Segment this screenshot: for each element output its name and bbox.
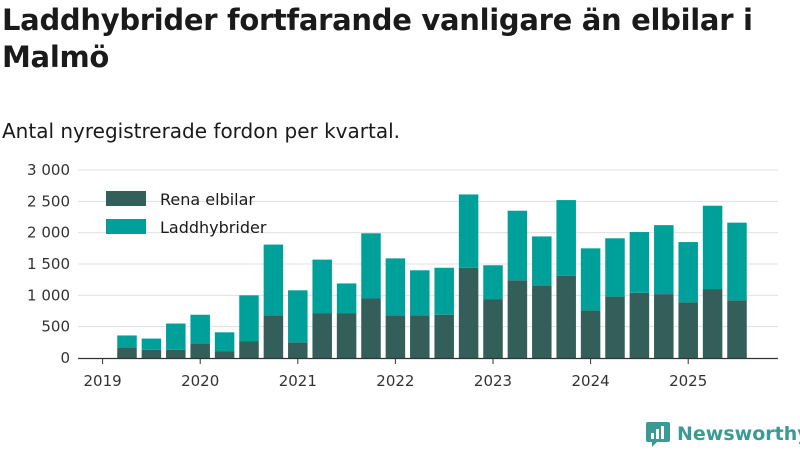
x-tick-label: 2024 [572, 372, 610, 390]
bar-rena-elbilar [605, 296, 625, 358]
legend-label-rena-elbilar: Rena elbilar [160, 190, 255, 209]
bar-rena-elbilar [117, 347, 137, 358]
bar-laddhybrider [678, 242, 698, 303]
bar-laddhybrider [288, 290, 308, 343]
bar-chart-logo-icon [646, 422, 670, 447]
y-tick-label: 1 500 [27, 255, 70, 273]
x-axis-ticks: 2019 2020 2021 2022 2023 2024 2025 [84, 358, 707, 390]
bar-laddhybrider [580, 248, 601, 311]
bar-laddhybrider [312, 259, 332, 314]
bar-laddhybrider [141, 338, 162, 350]
bar-rena-elbilar [678, 302, 698, 358]
bar-rena-elbilar [385, 315, 406, 358]
y-tick-label: 3 000 [27, 161, 70, 179]
bar-laddhybrider [117, 335, 137, 348]
bar-laddhybrider [410, 270, 430, 316]
y-axis-tick-labels: 0 500 1 000 1 500 2 000 2 500 3 000 [27, 161, 70, 367]
bar-laddhybrider [361, 233, 381, 299]
bar-rena-elbilar [239, 341, 259, 358]
x-tick-label: 2020 [181, 372, 219, 390]
bar-laddhybrider [507, 210, 528, 281]
bar-rena-elbilar [727, 300, 747, 358]
bar-laddhybrider [702, 205, 723, 290]
bar-rena-elbilar [556, 275, 576, 358]
bar-laddhybrider [190, 314, 210, 344]
y-tick-label: 0 [60, 349, 70, 367]
bar-rena-elbilar [532, 285, 552, 358]
newsworthy-logo: Newsworthy [645, 420, 800, 448]
bar-rena-elbilar [361, 298, 381, 358]
legend-label-laddhybrider: Laddhybrider [160, 218, 267, 237]
x-tick-label: 2025 [669, 372, 707, 390]
bar-laddhybrider [629, 232, 650, 293]
bar-rena-elbilar [434, 314, 454, 358]
chart-subtitle: Antal nyregistrerade fordon per kvartal. [2, 119, 401, 143]
bar-rena-elbilar [410, 315, 430, 358]
legend-swatch-rena-elbilar [106, 191, 146, 206]
legend-swatch-laddhybrider [106, 219, 146, 234]
bar-laddhybrider [605, 238, 625, 297]
y-tick-label: 500 [41, 318, 70, 336]
bar-rena-elbilar [166, 349, 186, 358]
bar-laddhybrider [214, 332, 235, 352]
bar-rena-elbilar [507, 280, 528, 358]
x-tick-label: 2021 [279, 372, 317, 390]
y-tick-label: 2 500 [27, 192, 70, 210]
bar-laddhybrider [532, 236, 552, 286]
bar-rena-elbilar [288, 342, 308, 358]
x-tick-label: 2022 [376, 372, 414, 390]
bar-rena-elbilar [190, 343, 210, 358]
bar-laddhybrider [556, 200, 576, 276]
bar-laddhybrider [434, 267, 454, 315]
bar-laddhybrider [263, 244, 284, 316]
bar-laddhybrider [458, 194, 479, 268]
bars [117, 194, 747, 358]
bar-laddhybrider [166, 323, 186, 350]
bar-rena-elbilar [702, 289, 723, 358]
bar-laddhybrider [727, 222, 747, 301]
legend: Rena elbilar Laddhybrider [106, 190, 267, 237]
bar-rena-elbilar [654, 294, 674, 358]
bar-laddhybrider [239, 295, 259, 342]
y-tick-label: 2 000 [27, 224, 70, 242]
bar-rena-elbilar [336, 313, 357, 358]
bar-rena-elbilar [214, 351, 235, 358]
bar-laddhybrider [336, 283, 357, 314]
bar-rena-elbilar [263, 315, 284, 358]
x-tick-label: 2019 [84, 372, 122, 390]
brand-name: Newsworthy [677, 423, 800, 445]
bar-rena-elbilar [312, 313, 332, 358]
bar-laddhybrider [654, 225, 674, 295]
bar-laddhybrider [483, 265, 503, 300]
bar-rena-elbilar [483, 299, 503, 358]
bar-rena-elbilar [629, 292, 650, 358]
bar-rena-elbilar [458, 267, 479, 358]
y-tick-label: 1 000 [27, 286, 70, 304]
bar-laddhybrider [385, 258, 406, 316]
bar-rena-elbilar [141, 349, 162, 358]
bar-rena-elbilar [580, 310, 601, 358]
x-tick-label: 2023 [474, 372, 512, 390]
chart-title: Laddhybrider fortfarande vanligare än el… [2, 3, 753, 74]
